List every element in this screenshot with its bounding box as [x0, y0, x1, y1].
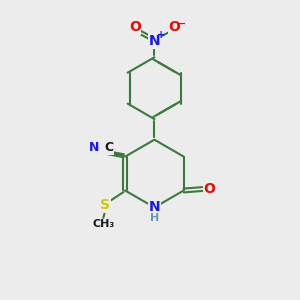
Text: N: N	[148, 34, 160, 48]
Text: S: S	[100, 198, 110, 212]
Text: +: +	[157, 30, 165, 40]
Text: −: −	[177, 18, 186, 28]
Text: O: O	[203, 182, 215, 196]
Text: O: O	[168, 20, 180, 34]
Text: N: N	[148, 200, 160, 214]
Text: CH₃: CH₃	[93, 219, 115, 229]
Text: C: C	[105, 141, 114, 154]
Text: H: H	[150, 213, 159, 223]
Text: N: N	[89, 141, 100, 154]
Text: O: O	[129, 20, 141, 34]
